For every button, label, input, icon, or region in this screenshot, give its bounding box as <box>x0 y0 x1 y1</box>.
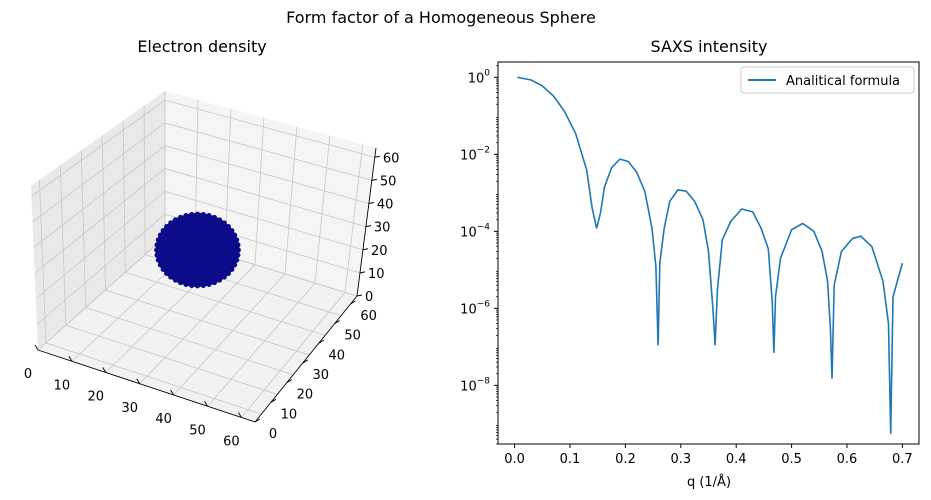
sphere-marker <box>236 247 241 253</box>
sphere-marker <box>217 277 223 283</box>
x-tick-label: 10 <box>54 378 71 393</box>
x-tick-label: 0.2 <box>615 452 636 467</box>
z-tick-label: 10 <box>368 267 385 282</box>
x-tick-label: 0.4 <box>726 452 747 467</box>
sphere-marker <box>189 283 195 289</box>
sphere-marker <box>164 271 169 276</box>
sphere-marker <box>157 232 163 238</box>
sphere-marker <box>206 213 212 218</box>
electron-density-title: Electron density <box>137 37 266 56</box>
sphere-marker <box>221 274 227 280</box>
saxs-intensity-panel: SAXS intensity 0.0 0.1 0.2 0.3 0.4 0.5 0.6 0.7 1… <box>460 37 920 490</box>
z-tick-label: 20 <box>371 244 388 259</box>
sphere-scatter <box>154 211 241 289</box>
sphere-marker <box>168 274 174 280</box>
sphere-marker <box>235 252 241 258</box>
series-line-analitical-formula <box>517 76 904 434</box>
x-tick-label: 0 <box>24 367 32 382</box>
z-tick-label: 60 <box>383 151 400 166</box>
sphere-marker <box>154 242 160 248</box>
sphere-marker <box>212 280 217 286</box>
x-tick-label: 0.6 <box>837 452 858 467</box>
x-tick-label: 0.7 <box>892 452 913 467</box>
z-tick-label: 40 <box>377 198 394 213</box>
sphere-marker <box>217 217 223 223</box>
y-tick-label: 100 <box>468 68 491 86</box>
x-tick-label: 30 <box>121 401 138 416</box>
electron-density-3d-panel: Electron density 0 0 0 10 10 10 20 20 20 30 30 30 40… <box>24 37 400 450</box>
sphere-marker <box>183 213 189 218</box>
sphere-marker <box>195 283 200 289</box>
sphere-marker <box>172 277 178 283</box>
sphere-marker <box>154 252 160 258</box>
sphere-marker <box>189 211 195 217</box>
sphere-marker <box>172 217 178 223</box>
sphere-marker <box>226 271 231 276</box>
y-tick-label: 10−2 <box>460 145 490 163</box>
x-tick-label: 0.0 <box>504 452 525 467</box>
legend-box <box>740 66 915 94</box>
figure-suptitle: Form factor of a Homogeneous Sphere <box>286 8 596 27</box>
sphere-marker <box>178 214 183 220</box>
z-tick-label: 30 <box>374 221 391 236</box>
sphere-marker <box>212 214 217 220</box>
x-tick-label: 50 <box>189 423 206 438</box>
z-tick-label: 0 <box>365 290 373 305</box>
x-tick-label: 0.3 <box>670 452 691 467</box>
y-tick-label: 10−8 <box>460 376 490 394</box>
sphere-marker <box>183 282 189 287</box>
y-tick-label: 0 <box>269 427 277 442</box>
x-tick-label: 0.5 <box>781 452 802 467</box>
sphere-marker <box>195 211 200 217</box>
sphere-marker <box>232 232 238 238</box>
axes-3d: 0 0 0 10 10 10 20 20 20 30 30 30 40 40 40 50 50 50 60 60 60 <box>24 147 400 450</box>
series-points <box>517 77 903 434</box>
sphere-marker <box>178 280 183 286</box>
sphere-marker <box>235 242 241 248</box>
x-tick-label: 20 <box>88 390 105 405</box>
sphere-marker <box>160 267 166 272</box>
y-tick-label: 50 <box>344 329 361 344</box>
sphere-marker <box>160 228 166 233</box>
sphere-marker <box>155 257 161 263</box>
sphere-marker <box>200 211 206 217</box>
y-tick-label: 10 <box>281 407 298 422</box>
y-tick-label: 40 <box>328 348 345 363</box>
sphere-marker <box>226 224 231 229</box>
axis-ticks-2d: 0.0 0.1 0.2 0.3 0.4 0.5 0.6 0.7 100 10−2 10−4 10−6 1… <box>460 65 913 467</box>
sphere-marker <box>206 282 212 287</box>
z-tick-label: 50 <box>380 174 397 189</box>
x-tick-label: 40 <box>155 412 172 427</box>
sphere-marker <box>164 224 169 229</box>
x-tick-label: 0.1 <box>560 452 581 467</box>
sphere-marker <box>200 283 206 289</box>
sphere-marker <box>234 257 240 263</box>
sphere-marker <box>154 247 159 253</box>
y-tick-label: 60 <box>360 309 377 324</box>
legend: Analitical formula <box>740 66 915 94</box>
x-tick-label: 60 <box>223 435 240 450</box>
y-tick-label: 10−4 <box>460 222 490 240</box>
x-axis-label: q (1/Å) <box>687 474 731 490</box>
sphere-marker <box>229 228 235 233</box>
sphere-marker <box>229 267 235 272</box>
sphere-marker <box>157 262 163 268</box>
y-tick-label: 20 <box>297 388 314 403</box>
sphere-marker <box>234 237 240 243</box>
pane-floor <box>38 237 357 422</box>
sphere-marker <box>221 220 227 226</box>
sphere-marker <box>232 262 238 268</box>
sphere-marker <box>155 237 161 243</box>
sphere-body <box>155 213 240 287</box>
sphere-marker <box>168 220 174 226</box>
y-tick-label: 10−6 <box>460 299 490 317</box>
saxs-intensity-title: SAXS intensity <box>651 37 768 56</box>
legend-label: Analitical formula <box>786 74 900 89</box>
y-tick-label: 30 <box>313 368 330 383</box>
